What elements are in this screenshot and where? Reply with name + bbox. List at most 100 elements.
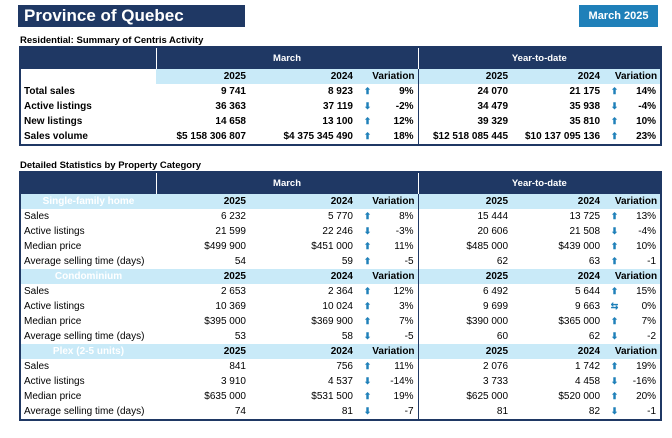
col-march-2024: 2024 (249, 344, 356, 359)
ytd-variation: 10% (636, 241, 657, 252)
ytd-2024-value: $520 000 (558, 391, 601, 402)
march-2025-value: 6 232 (220, 211, 246, 222)
table-row: Active listings 3 910 4 537 ⬇ -14% 3 733 4 458… (20, 374, 661, 389)
col-march-2025: 2025 (156, 344, 249, 359)
ytd-2025-value: 34 479 (417, 99, 512, 114)
ytd-2024-value: 4 458 (575, 376, 601, 387)
row-label: Median price (24, 391, 82, 402)
ytd-2025-value: 9 699 (417, 299, 512, 314)
table-row: Average selling time (days) 53 58 ⬇ -5 60 62 ⬇ -… (20, 329, 661, 344)
march-2024-value: $451 000 (311, 241, 353, 252)
ytd-variation: -1 (647, 256, 657, 267)
arrow-up-icon: ⬆ (363, 316, 372, 326)
march-2025-value: $395 000 (204, 316, 246, 327)
arrow-down-icon: ⬇ (610, 226, 619, 236)
march-variation: 19% (393, 391, 414, 402)
summary-corner (20, 47, 157, 69)
arrow-up-icon: ⬆ (363, 256, 372, 266)
march-2024-value: 10 024 (322, 301, 353, 312)
ytd-2025-value: 3 733 (417, 374, 512, 389)
march-variation: 7% (399, 316, 414, 327)
summary-col-y2025: 2025 (417, 69, 512, 84)
row-label: Active listings (24, 101, 92, 112)
row-label: Total sales (24, 86, 75, 97)
arrow-up-icon: ⬆ (363, 86, 372, 96)
category-name: Condominium (20, 269, 156, 284)
category-header-row: Single-family home 2025 2024 Variation 2025 2… (20, 194, 662, 209)
march-2025-value: 36 363 (215, 101, 246, 112)
ytd-2024-value: 21 175 (569, 86, 601, 97)
row-label: New listings (24, 116, 83, 127)
march-2024-value: 8 923 (327, 86, 353, 97)
ytd-2025-value: 20 606 (417, 224, 512, 239)
row-label: Sales volume (24, 131, 88, 142)
march-2025-value: 2 653 (220, 286, 246, 297)
category-header-row: Plex (2-5 units) 2025 2024 Variation 2025 202… (20, 344, 662, 359)
row-label: Sales (24, 286, 50, 297)
arrow-up-icon: ⬆ (363, 391, 372, 401)
arrow-down-icon: ⬇ (363, 406, 372, 416)
table-row: Median price $635 000 $531 500 ⬆ 19% $625 000… (20, 389, 661, 404)
table-row: Average selling time (days) 54 59 ⬆ -5 62 63 ⬆ -… (20, 254, 661, 269)
ytd-2025-value: 81 (417, 404, 512, 420)
march-2025-value: $635 000 (204, 391, 246, 402)
ytd-2025-value: 15 444 (417, 209, 512, 224)
march-2024-value: 756 (336, 361, 353, 372)
ytd-2025-value: 6 492 (417, 284, 512, 299)
ytd-2025-value: $485 000 (417, 239, 512, 254)
col-ytd-2024: 2024 (511, 344, 604, 359)
col-march-2024: 2024 (249, 269, 356, 284)
category-header-row: Condominium 2025 2024 Variation 2025 2024 Vari… (20, 269, 662, 284)
table-row: Median price $395 000 $369 900 ⬆ 7% $390 000 $… (20, 314, 661, 329)
table-row: Sales 841 756 ⬆ 11% 2 076 1 742 ⬆ 19% (20, 359, 661, 374)
march-2025-value: 841 (229, 361, 246, 372)
ytd-variation: -16% (632, 376, 657, 387)
table-row: Active listings 36 363 37 119 ⬇ -2% 34 479 35 … (20, 99, 661, 114)
table-row: Median price $499 900 $451 000 ⬆ 11% $485 000… (20, 239, 661, 254)
row-label: Average selling time (days) (24, 406, 145, 417)
march-2024-value: 58 (341, 331, 353, 342)
col-march-variation: Variation (356, 269, 419, 284)
detailed-corner (20, 172, 157, 194)
march-2025-value: 53 (234, 331, 246, 342)
march-2025-value: 54 (234, 256, 246, 267)
arrow-up-icon: ⬆ (363, 286, 372, 296)
col-march-2024: 2024 (249, 194, 356, 209)
col-ytd-variation: Variation (603, 194, 662, 209)
march-variation: -5 (404, 256, 414, 267)
arrow-up-icon: ⬆ (610, 241, 619, 251)
summary-col-y2024: 2024 (511, 69, 604, 84)
summary-group-march: March (156, 47, 419, 69)
march-2024-value: $4 375 345 490 (283, 131, 353, 142)
summary-col-m2025: 2025 (156, 69, 249, 84)
march-2025-value: 74 (234, 406, 246, 417)
detailed-group-ytd: Year-to-date (418, 172, 662, 194)
march-variation: -5 (404, 331, 414, 342)
march-variation: 11% (394, 361, 414, 372)
table-row: Active listings 21 599 22 246 ⬇ -3% 20 606 21 … (20, 224, 661, 239)
ytd-2024-value: $365 000 (558, 316, 601, 327)
arrow-up-icon: ⬆ (610, 211, 619, 221)
march-variation: -14% (390, 376, 414, 387)
arrow-up-icon: ⬆ (610, 316, 619, 326)
table-row: Sales 6 232 5 770 ⬆ 8% 15 444 13 725 ⬆ 13% (20, 209, 661, 224)
col-ytd-2024: 2024 (511, 269, 604, 284)
ytd-2024-value: 21 508 (569, 226, 601, 237)
ytd-2024-value: $439 000 (558, 241, 601, 252)
ytd-variation: 0% (641, 301, 657, 312)
march-2025-value: 3 910 (220, 376, 246, 387)
col-ytd-variation: Variation (603, 344, 662, 359)
summary-header-spacer (20, 69, 156, 84)
march-variation: 12% (393, 116, 414, 127)
equal-arrows-icon: ⇆ (610, 301, 619, 311)
march-variation: -3% (395, 226, 414, 237)
col-march-variation: Variation (356, 194, 419, 209)
arrow-down-icon: ⬇ (363, 101, 372, 111)
march-variation: -7 (404, 406, 414, 417)
march-2025-value: 21 599 (215, 226, 246, 237)
march-variation: 8% (399, 211, 414, 222)
ytd-2025-value: 24 070 (417, 84, 512, 99)
ytd-variation: -4% (638, 101, 657, 112)
row-label: Active listings (24, 301, 85, 312)
march-2024-value: 2 364 (327, 286, 353, 297)
